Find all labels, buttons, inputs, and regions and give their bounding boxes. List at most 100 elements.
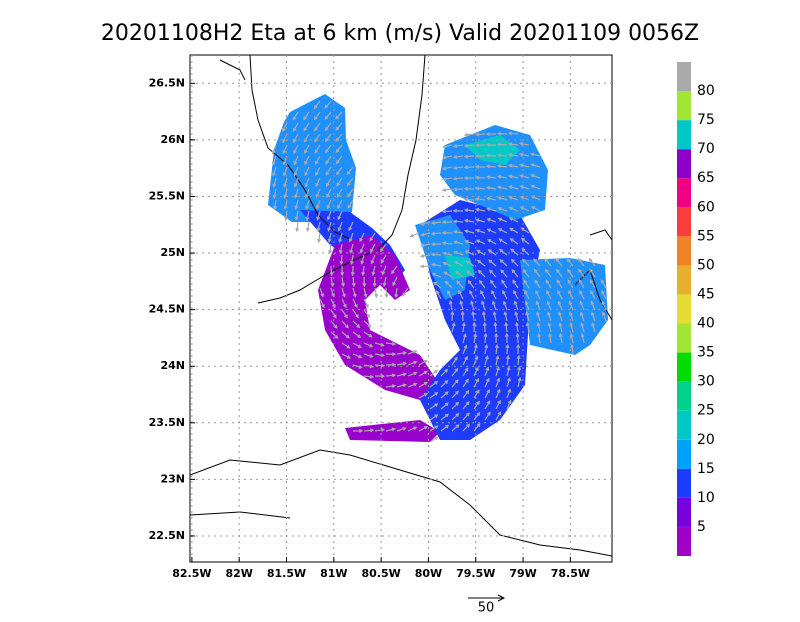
wind-vector (440, 379, 449, 388)
wind-vectors (271, 100, 607, 443)
wind-vector (463, 165, 475, 170)
wind-vector (451, 322, 456, 333)
wind-vector (327, 221, 332, 232)
wind-vector (441, 241, 453, 246)
wind-vector (473, 355, 479, 366)
wind-vector (536, 321, 541, 333)
wind-vector (372, 276, 377, 288)
x-tick-label: 79W (509, 567, 536, 580)
colorbar-label: 45 (697, 286, 715, 302)
wind-vector (495, 377, 501, 388)
wind-vector (466, 270, 475, 278)
wind-vector (501, 279, 508, 289)
wind-vector (499, 258, 508, 267)
wind-vector (507, 131, 519, 136)
wind-vector (341, 331, 350, 339)
wind-vector (419, 253, 431, 258)
wind-vector (486, 228, 497, 234)
wind-vector (407, 349, 418, 355)
wind-vector (516, 354, 521, 366)
wind-vector (314, 133, 321, 143)
wind-vector (341, 309, 348, 319)
wind-vector (473, 378, 480, 388)
wind-vector (347, 199, 354, 209)
colorbar-label: 60 (697, 199, 715, 215)
wind-vector (463, 197, 475, 202)
wind-vector (476, 259, 486, 267)
wind-vector (418, 381, 428, 388)
wind-vector (374, 287, 379, 299)
wind-vector (441, 155, 453, 160)
wind-vector (478, 279, 486, 289)
y-tick-label: 25.5N (149, 189, 185, 202)
wind-vector (392, 276, 398, 287)
wind-vector (352, 320, 361, 329)
wind-vector (440, 402, 449, 410)
colorbar-swatch (677, 352, 691, 382)
wind-vector (507, 142, 519, 147)
wind-vector (506, 388, 512, 399)
wind-vector (336, 166, 343, 176)
wind-vector (337, 221, 343, 232)
wind-vector (418, 370, 428, 377)
wind-vector (473, 389, 480, 399)
wind-vector (517, 365, 522, 377)
wind-vector (292, 111, 299, 121)
colorbar-label: 20 (697, 432, 715, 448)
wind-vector (335, 155, 343, 165)
wind-vector (315, 177, 321, 188)
wind-vector (407, 371, 418, 377)
colorbar-label: 15 (697, 461, 715, 477)
wind-vector (482, 321, 487, 333)
wind-vector (443, 271, 453, 278)
wind-vector (509, 238, 519, 245)
wind-vector (359, 232, 365, 243)
wind-vector (273, 199, 277, 211)
wind-vector (317, 232, 321, 244)
wind-vector (530, 152, 541, 157)
wind-vector (325, 144, 332, 154)
colorbar-swatch (677, 236, 691, 266)
wind-vector (488, 259, 497, 267)
wind-vector (351, 276, 356, 288)
wind-vector (324, 111, 332, 120)
wind-vector (352, 364, 363, 369)
wind-vector (352, 342, 362, 348)
wind-vector (473, 400, 480, 410)
wind-vector (491, 289, 497, 300)
wind-vector (336, 177, 343, 187)
wind-vector (314, 144, 321, 154)
wind-vector (506, 366, 511, 377)
wind-vector (484, 366, 490, 377)
wind-vector (463, 186, 475, 191)
wind-vector (452, 165, 464, 170)
y-tick-label: 24.5N (149, 303, 185, 316)
wind-vector (518, 141, 530, 146)
wind-vector (495, 399, 501, 410)
wind-vector (464, 239, 475, 245)
y-tick-label: 24N (160, 359, 185, 372)
wind-vector (341, 342, 351, 349)
wind-vector (463, 218, 475, 223)
wind-vector (462, 367, 469, 377)
wind-vector (484, 377, 490, 388)
wind-vector (590, 289, 596, 300)
wind-vector (511, 269, 519, 278)
wind-vector (440, 368, 449, 377)
wind-vector (485, 132, 497, 137)
wind-vector (474, 197, 486, 201)
wind-vector (335, 122, 343, 131)
wind-vector (418, 393, 428, 399)
wind-vector (304, 155, 310, 166)
wind-vector (465, 260, 475, 267)
speed-area (465, 135, 520, 165)
speed-area (520, 258, 608, 355)
wind-vector (494, 332, 499, 344)
wind-vector (485, 185, 497, 190)
wind-vector (506, 354, 510, 366)
wind-vector (315, 199, 321, 210)
x-tick-label: 78.5W (551, 567, 590, 580)
wind-vector (590, 300, 596, 311)
wind-vector (579, 289, 585, 300)
wind-vector (349, 254, 354, 266)
